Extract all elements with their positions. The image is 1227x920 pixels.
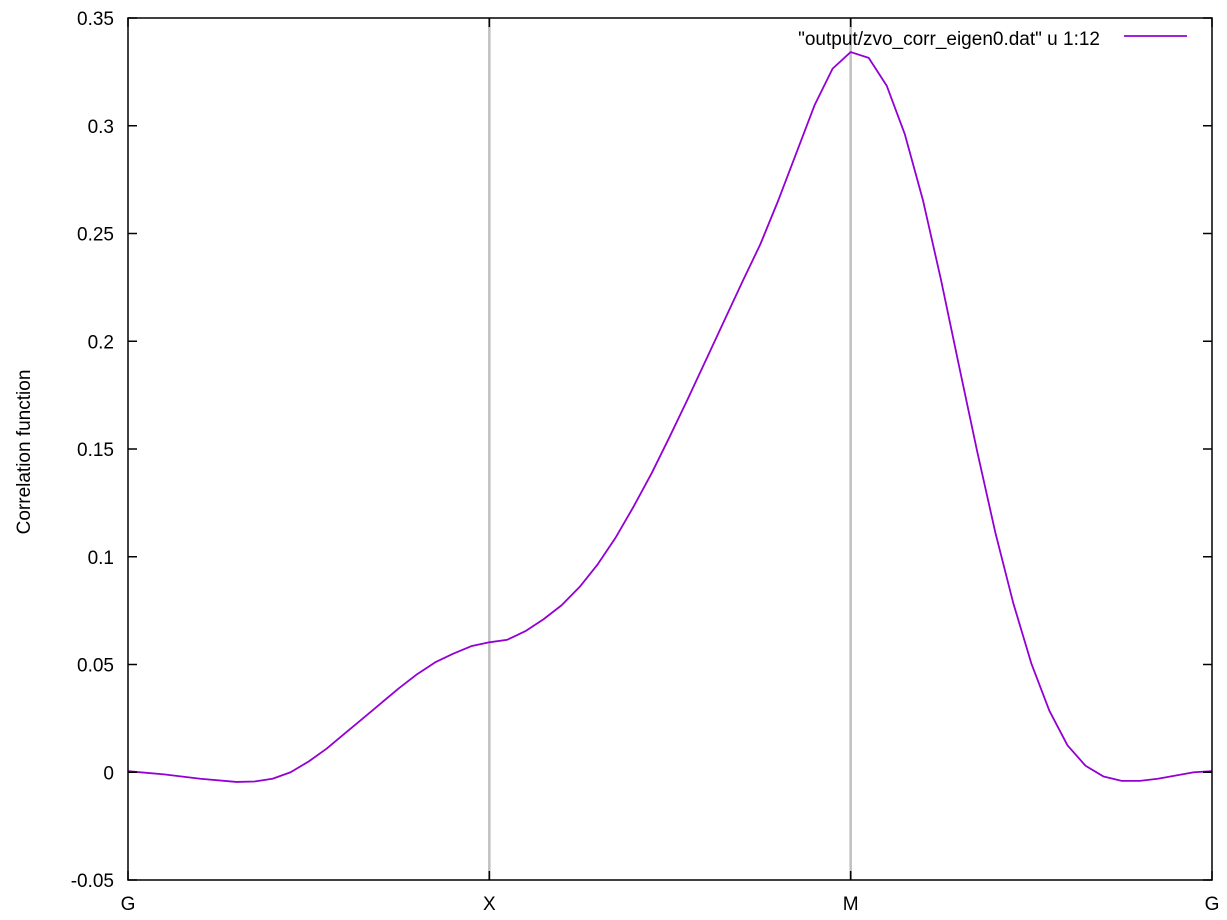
x-tick-label-3: G [1205, 894, 1220, 915]
tick-labels: -0.05 0 0.05 0.1 0.15 0.2 0.25 0.3 0.35 G X M G [71, 9, 1220, 915]
tick-marks [127, 17, 1213, 881]
y-tick-label-4: 0.15 [77, 440, 114, 461]
y-tick-label-8: 0.35 [77, 9, 114, 30]
plot-frame [127, 17, 1213, 881]
vertical-reference-lines [488, 18, 852, 880]
y-tick-label-6: 0.25 [77, 225, 114, 246]
x-tick-label-0: G [121, 894, 136, 915]
y-tick-label-0: -0.05 [71, 871, 114, 892]
series-layer [127, 51, 1213, 783]
y-tick-label-1: 0 [103, 763, 114, 784]
y-tick-label-5: 0.2 [88, 332, 114, 353]
y-tick-label-7: 0.3 [88, 117, 114, 138]
legend: "output/zvo_corr_eigen0.dat" u 1:12 [798, 29, 1187, 50]
y-axis-label: Correlation function [14, 370, 35, 535]
x-tick-label-1: X [483, 894, 496, 915]
x-tick-label-2: M [843, 894, 859, 915]
series-line-0 [127, 51, 1213, 783]
y-tick-label-2: 0.05 [77, 656, 114, 677]
y-tick-label-3: 0.1 [88, 548, 114, 569]
legend-series-label: "output/zvo_corr_eigen0.dat" u 1:12 [798, 29, 1100, 50]
